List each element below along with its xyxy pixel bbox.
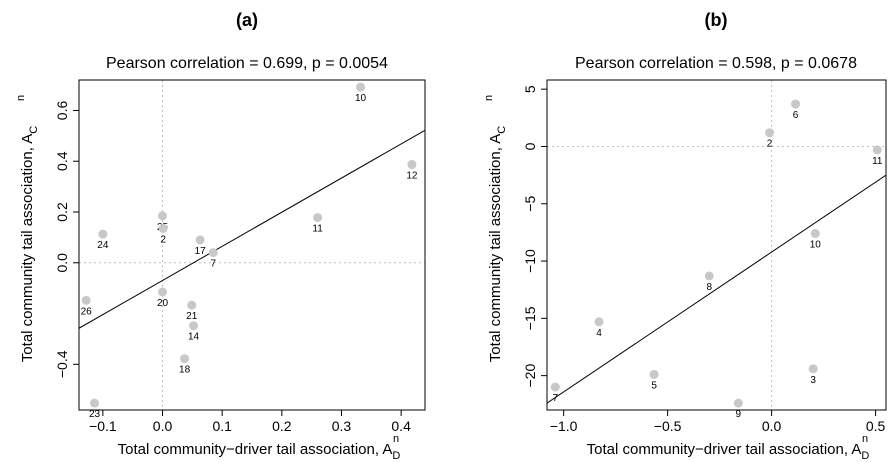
panel-a-x-tick-label: −0.1 (89, 418, 117, 434)
panel-b-point-4 (594, 317, 604, 327)
panel-b-point-label-3: 3 (810, 375, 816, 386)
panel-a-point-label-26: 26 (81, 306, 93, 317)
panel-a-point-label-7: 7 (210, 259, 216, 270)
panel-a-point-25 (158, 211, 168, 221)
panel-a-point-label-17: 17 (195, 246, 207, 257)
panel-b-x-axis-title: Total community−driver tail association,… (587, 441, 870, 462)
panel-a-x-tick-label: 0.4 (391, 418, 411, 434)
panel-b-x-tick-label: 0.0 (762, 418, 782, 434)
panel-b-x-tick-label: −1.0 (550, 418, 578, 434)
panel-a-point-label-14: 14 (188, 332, 200, 343)
panel-a-x-tick-label: 0.1 (212, 418, 232, 434)
panel-b-frame (546, 79, 887, 411)
panel-a-x-tick-label: 0.0 (153, 418, 173, 434)
panel-a-y-axis-title: Total community tail association, AC (19, 126, 40, 362)
panel-a-x-tick-label: 0.3 (332, 418, 352, 434)
panel-a: (a) Pearson correlation = 0.699, p = 0.0… (15, 10, 426, 462)
panel-b-label: (b) (705, 10, 728, 30)
panel-a-x-tick-label: 0.2 (272, 418, 292, 434)
panel-b-x-tick-label: −0.5 (654, 418, 682, 434)
panel-a-fit-line (79, 129, 425, 329)
panel-a-frame (78, 79, 426, 411)
panel-a-y-tick-label: 0.2 (54, 202, 70, 222)
panel-b-x-axis-title-sup: n (862, 433, 868, 445)
panel-b-plot: 6 2 11 10 8 4 5 3 9 7 −1.0 −0.5 0.0 0.5 −20 −15 −10 −5 0 5 (522, 79, 887, 434)
panel-a-point-label-20: 20 (157, 298, 169, 309)
panel-b-point-3 (808, 364, 818, 374)
panel-a-point-11 (313, 213, 323, 223)
panel-a-point-label-2: 2 (160, 235, 166, 246)
panel-a-subtitle: Pearson correlation = 0.699, p = 0.0054 (106, 55, 388, 72)
panel-a-point-17 (195, 235, 205, 245)
panel-a-point-20 (158, 287, 168, 297)
panel-b: (b) Pearson correlation = 0.598, p = 0.0… (483, 10, 887, 462)
panel-b-y-tick-label: 0 (522, 142, 538, 150)
panel-b-y-tick-label: 5 (522, 85, 538, 93)
panel-b-point-6 (791, 99, 801, 109)
panel-a-y-axis-title-sup: n (15, 95, 27, 101)
panel-b-y-axis-title: Total community tail association, AC (487, 126, 508, 362)
panel-b-point-7 (550, 382, 560, 392)
panel-b-y-tick-label: −10 (522, 249, 538, 273)
panel-a-point-label-23: 23 (89, 409, 101, 420)
panel-b-subtitle: Pearson correlation = 0.598, p = 0.0678 (575, 55, 857, 72)
panel-a-point-label-11: 11 (312, 224, 323, 235)
panel-b-point-5 (649, 369, 659, 379)
panel-b-x-tick-label: 0.5 (866, 418, 886, 434)
panel-a-point-label-18: 18 (179, 365, 191, 376)
panel-a-point-label-10: 10 (355, 93, 367, 104)
panel-b-point-11 (872, 145, 882, 155)
panel-a-point-24 (98, 229, 108, 239)
panel-b-y-tick-label: −20 (522, 364, 538, 388)
panel-b-point-9 (733, 398, 743, 408)
panel-a-point-18 (180, 354, 190, 364)
panel-b-point-label-2: 2 (767, 139, 773, 150)
panel-a-y-tick-label: 0.4 (54, 151, 70, 171)
panel-b-y-tick-label: −5 (522, 196, 538, 212)
panel-a-point-label-24: 24 (97, 240, 109, 251)
panel-a-point-26 (81, 295, 91, 305)
panel-a-plot: 10121125224177202114261823−0.10.00.10.20… (54, 79, 426, 434)
panel-a-x-axis-title: Total community−driver tail association,… (118, 441, 401, 462)
panel-a-point-label-21: 21 (186, 311, 198, 322)
panel-a-y-tick-label: 0.6 (54, 101, 70, 121)
panel-a-point-21 (187, 300, 197, 310)
panel-a-point-7 (208, 248, 218, 258)
panel-a-x-axis-title-sup: n (393, 433, 399, 445)
panel-b-fit-line (547, 174, 886, 404)
panel-b-point-label-8: 8 (706, 282, 712, 293)
panel-b-point-label-9: 9 (736, 409, 742, 420)
panel-b-y-tick-label: −15 (522, 306, 538, 330)
panel-a-point-2 (158, 224, 168, 233)
panel-b-point-label-11: 11 (872, 156, 883, 167)
panel-b-point-label-6: 6 (793, 110, 799, 121)
panel-a-point-10 (356, 82, 366, 92)
panel-a-point-14 (189, 321, 199, 331)
panel-b-y-axis-title-sup: n (483, 95, 495, 101)
panel-b-point-2 (765, 128, 775, 138)
panel-b-point-label-10: 10 (810, 240, 822, 251)
panel-b-point-8 (704, 271, 714, 281)
panel-a-point-label-12: 12 (406, 171, 418, 182)
panel-b-point-label-4: 4 (596, 328, 602, 339)
panel-b-point-label-5: 5 (651, 380, 657, 391)
panel-a-point-23 (90, 398, 100, 408)
panel-b-point-label-7: 7 (553, 393, 559, 404)
panel-a-point-12 (407, 160, 417, 170)
panel-b-point-10 (810, 229, 820, 239)
panel-a-label: (a) (236, 10, 258, 30)
panel-a-y-tick-label: −0.4 (54, 350, 70, 378)
panel-a-y-tick-label: 0.0 (54, 253, 70, 273)
